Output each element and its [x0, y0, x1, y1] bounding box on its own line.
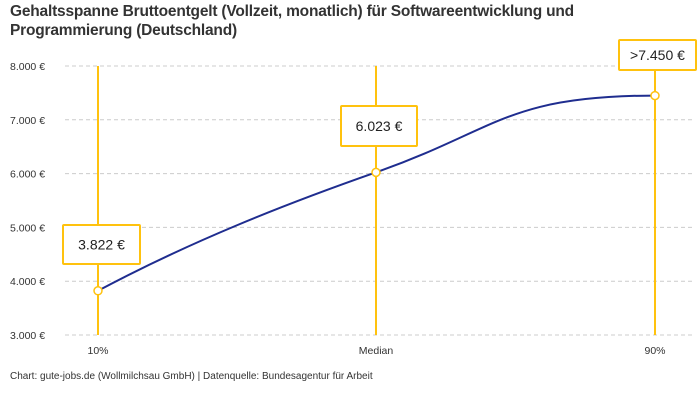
chart-source-footer: Chart: gute-jobs.de (Wollmilchsau GmbH) …	[10, 371, 373, 382]
y-tick-label: 5.000 €	[10, 222, 45, 234]
y-tick-label: 8.000 €	[10, 61, 45, 73]
x-tick-label: 90%	[644, 345, 665, 357]
data-point	[93, 286, 103, 296]
data-point	[650, 90, 660, 101]
data-label-box	[340, 105, 418, 147]
data-label: 6.023 €	[356, 118, 403, 134]
data-point	[371, 167, 381, 178]
chart-title: Gehaltsspanne Bruttoentgelt (Vollzeit, m…	[10, 3, 574, 39]
data-label-box	[62, 224, 141, 265]
x-tick-label: 10%	[87, 345, 108, 357]
y-tick-label: 3.000 €	[10, 330, 45, 342]
data-label: >7.450 €	[630, 47, 685, 63]
y-tick-label: 6.000 €	[10, 169, 45, 181]
y-tick-label: 4.000 €	[10, 276, 45, 288]
y-tick-label: 7.000 €	[10, 115, 45, 127]
data-label: 3.822 €	[78, 237, 125, 253]
data-label-box	[618, 39, 697, 71]
x-tick-label: Median	[359, 345, 394, 357]
